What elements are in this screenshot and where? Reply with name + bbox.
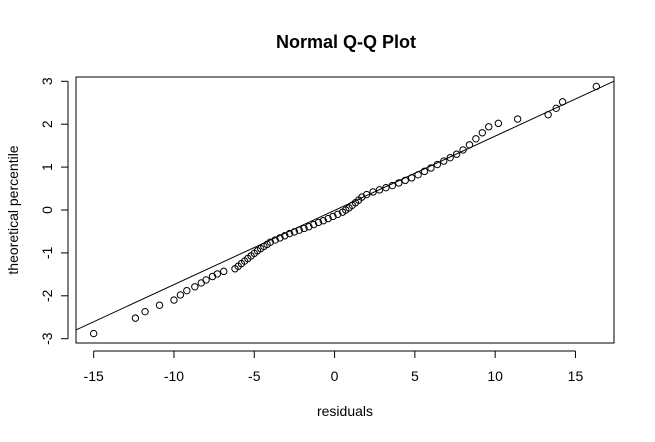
data-point (427, 164, 435, 172)
data-point (271, 236, 279, 244)
data-point (176, 291, 185, 299)
y-tick-label: 2 (39, 120, 55, 128)
y-tick-label: 3 (39, 77, 55, 85)
data-point (155, 301, 164, 309)
data-point (558, 98, 567, 106)
y-axis: -3 -2 -1 0 1 2 3 (39, 77, 69, 345)
data-point (276, 234, 284, 242)
x-tick-label: 10 (487, 368, 503, 384)
data-point (420, 167, 429, 176)
data-points (89, 82, 601, 338)
data-point (334, 210, 342, 218)
data-point (388, 181, 397, 190)
x-axis-label: residuals (317, 403, 373, 419)
data-point (324, 214, 332, 223)
data-point (295, 226, 303, 234)
data-point (290, 228, 299, 236)
y-tick-label: -1 (39, 246, 55, 259)
data-point (544, 111, 552, 119)
y-tick-label: 1 (39, 163, 55, 171)
data-point (191, 283, 199, 291)
data-point (131, 314, 140, 322)
data-point (281, 232, 289, 240)
data-point (472, 135, 480, 143)
data-point (362, 190, 371, 199)
data-point (141, 307, 149, 316)
data-point (369, 188, 377, 196)
reference-line-group (75, 80, 615, 331)
data-point (329, 212, 337, 221)
x-tick-label: 5 (411, 368, 419, 384)
data-point (319, 217, 328, 225)
data-point (220, 267, 228, 276)
data-point (213, 270, 222, 278)
data-point (89, 329, 98, 338)
data-point (513, 115, 522, 123)
data-point (309, 220, 318, 229)
data-point (414, 171, 422, 179)
x-tick-label: -5 (248, 368, 261, 384)
data-point (592, 82, 601, 91)
data-point (300, 224, 308, 233)
data-point (382, 183, 390, 192)
data-point (552, 104, 560, 113)
data-point (285, 229, 294, 238)
plot-area (75, 76, 615, 344)
data-point (170, 296, 178, 304)
data-point (440, 157, 448, 165)
chart-title: Normal Q-Q Plot (276, 32, 416, 52)
data-point (446, 153, 454, 162)
plot-frame (75, 76, 615, 344)
x-tick-label: 15 (568, 368, 584, 384)
data-point (183, 286, 191, 295)
x-tick-label: -10 (164, 368, 184, 384)
y-tick-label: 0 (39, 206, 55, 214)
data-point (395, 179, 403, 187)
y-tick-label: -3 (39, 332, 55, 345)
data-point (452, 150, 461, 158)
data-point (202, 276, 210, 284)
data-point (478, 129, 487, 137)
data-point (266, 238, 275, 246)
x-tick-label: 0 (331, 368, 339, 384)
data-point (465, 141, 474, 149)
data-point (494, 119, 503, 128)
data-point (459, 146, 467, 154)
data-point (305, 223, 313, 231)
x-axis: -15 -10 -5 0 5 10 15 (84, 350, 584, 384)
y-tick-label: -2 (39, 289, 55, 302)
data-point (314, 218, 323, 227)
data-point (401, 176, 409, 185)
data-point (407, 174, 416, 182)
data-point (485, 123, 493, 131)
qq-reference-line (75, 80, 615, 331)
x-tick-label: -15 (84, 368, 104, 384)
y-axis-label: theoretical percentile (5, 145, 21, 274)
data-point (375, 186, 384, 194)
data-point (433, 160, 442, 169)
